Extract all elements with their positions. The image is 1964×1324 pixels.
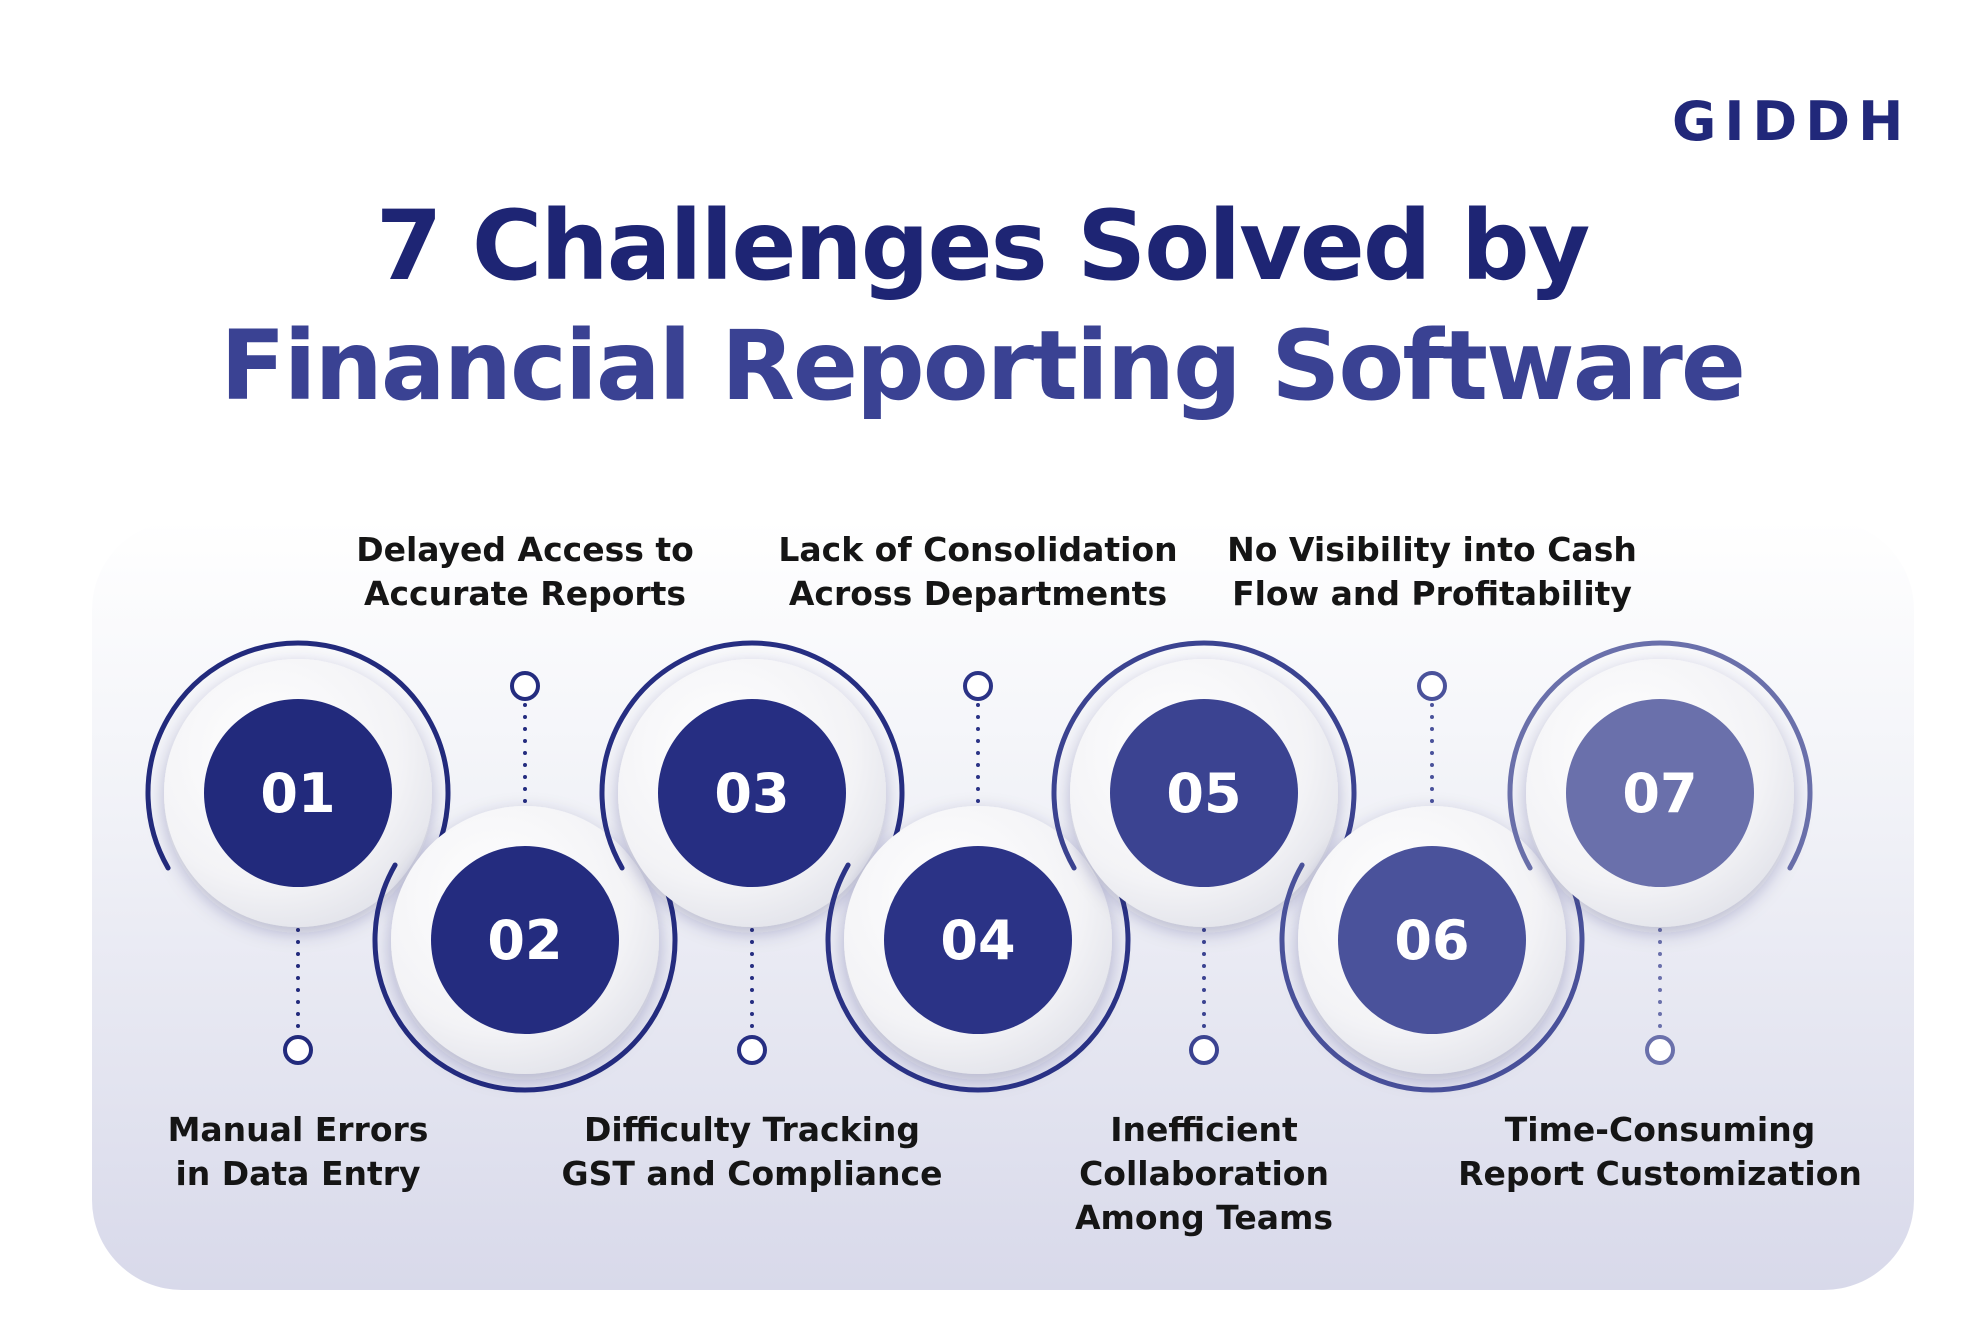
step-03-label: Difficulty Tracking GST and Compliance bbox=[561, 1110, 943, 1193]
step-04-badge: 04 bbox=[825, 806, 1131, 1093]
page-title-line-1: 7 Challenges Solved by bbox=[375, 190, 1591, 302]
step-05-number: 05 bbox=[1166, 762, 1241, 825]
step-07-label: Time-Consuming Report Customization bbox=[1458, 1110, 1862, 1193]
giddh-logo: GIDDH bbox=[1672, 90, 1912, 153]
step-01-number: 01 bbox=[260, 762, 335, 825]
step-03-number: 03 bbox=[714, 762, 789, 825]
step-04-label: Lack of Consolidation Across Departments bbox=[778, 530, 1178, 613]
step-02-connector bbox=[510, 671, 540, 810]
step-06-badge: 06 bbox=[1279, 806, 1585, 1093]
step-02-number: 02 bbox=[487, 909, 562, 972]
step-02-label: Delayed Access to Accurate Reports bbox=[356, 530, 694, 613]
step-01-label: Manual Errors in Data Entry bbox=[167, 1110, 429, 1193]
step-06-label: No Visibility into Cash Flow and Profita… bbox=[1227, 530, 1637, 613]
step-06-connector bbox=[1417, 671, 1447, 810]
step-05-connector bbox=[1189, 928, 1219, 1065]
step-05-label: Inefficient Collaboration Among Teams bbox=[1074, 1110, 1333, 1237]
step-01-badge: 01 bbox=[145, 640, 451, 927]
step-03-badge: 03 bbox=[599, 640, 905, 927]
step-01-connector bbox=[283, 928, 313, 1065]
step-02-badge: 02 bbox=[372, 806, 678, 1093]
step-05-badge: 05 bbox=[1051, 640, 1357, 927]
step-07-badge: 07 bbox=[1507, 640, 1813, 927]
page-title-line-2: Financial Reporting Software bbox=[220, 310, 1746, 422]
step-04-connector bbox=[963, 671, 993, 810]
step-07-number: 07 bbox=[1622, 762, 1697, 825]
step-06-number: 06 bbox=[1394, 909, 1469, 972]
step-04-number: 04 bbox=[940, 909, 1015, 972]
step-03-connector bbox=[737, 928, 767, 1065]
step-07-connector bbox=[1645, 928, 1675, 1065]
